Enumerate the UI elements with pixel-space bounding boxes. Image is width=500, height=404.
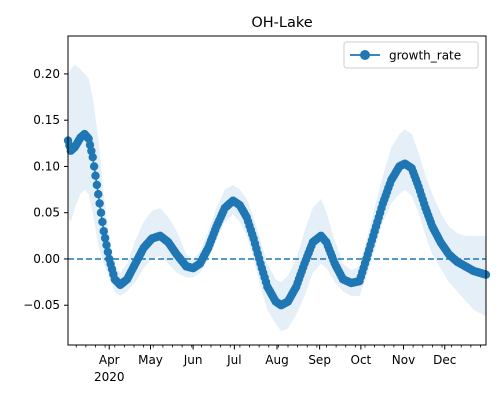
y-tick-label: 0.00 bbox=[33, 252, 60, 266]
x-tick-label: May bbox=[138, 353, 163, 367]
legend: growth_rate bbox=[343, 41, 479, 69]
y-tick-label: 0.20 bbox=[33, 67, 60, 81]
x-tick-label: Aug bbox=[265, 353, 288, 367]
chart-title: OH-Lake bbox=[251, 15, 312, 31]
y-tick-label: 0.05 bbox=[33, 206, 60, 220]
x-tick-label: Sep bbox=[308, 353, 331, 367]
data-point bbox=[89, 162, 99, 171]
x-tick-label: Jul bbox=[226, 353, 241, 367]
x-tick-label: Apr bbox=[99, 353, 120, 367]
x-tick-label: Nov bbox=[392, 353, 415, 367]
data-point bbox=[103, 247, 113, 257]
legend-label: growth_rate bbox=[389, 49, 461, 63]
data-point bbox=[102, 240, 111, 250]
data-point bbox=[100, 233, 110, 243]
data-point bbox=[92, 180, 102, 190]
y-tick-label: −0.05 bbox=[23, 298, 60, 312]
x-tick-label: Jun bbox=[183, 353, 203, 367]
plot-area bbox=[63, 64, 491, 332]
x-year-label: 2020 bbox=[94, 370, 125, 384]
legend-box bbox=[343, 41, 479, 69]
x-tick-label: Oct bbox=[351, 353, 372, 367]
confidence-band bbox=[68, 64, 486, 332]
axis-ticks: −0.05 0.00 0.05 0.10 0.15 0.20 Apr May Jun Jul Aug… bbox=[23, 67, 481, 384]
y-tick-label: 0.15 bbox=[33, 113, 60, 127]
x-tick-label: Dec bbox=[433, 353, 456, 367]
data-point bbox=[88, 152, 97, 162]
data-point bbox=[91, 171, 100, 180]
data-point bbox=[99, 227, 108, 236]
data-point bbox=[96, 208, 106, 217]
y-tick-label: 0.10 bbox=[33, 159, 60, 173]
data-point bbox=[98, 217, 107, 227]
data-point bbox=[95, 199, 104, 208]
legend-marker-swatch bbox=[360, 50, 370, 60]
data-point bbox=[94, 190, 103, 199]
